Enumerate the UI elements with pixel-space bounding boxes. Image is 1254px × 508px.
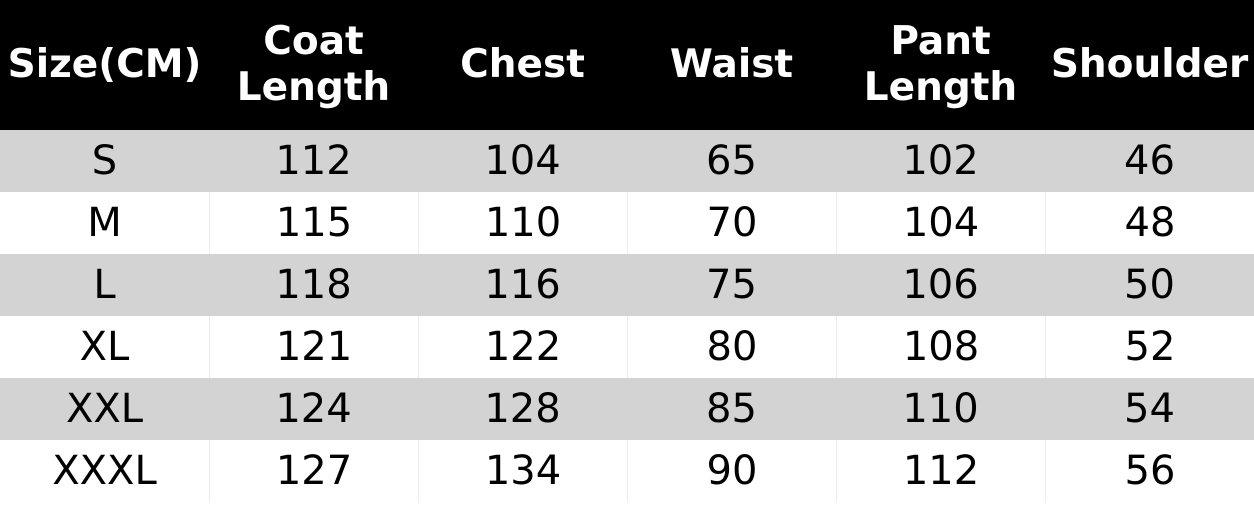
value-cell: 110 xyxy=(902,386,979,432)
header-cell: Pant Length xyxy=(863,19,1018,110)
value-cell: 134 xyxy=(418,440,627,502)
header-cell: Shoulder xyxy=(1050,42,1249,87)
value-cell: 118 xyxy=(275,262,352,308)
header-cell: Waist xyxy=(669,42,794,87)
table-row: L 118 116 75 106 50 xyxy=(0,254,1254,316)
value-cell: 121 xyxy=(209,316,418,378)
table-row: XL 121 122 80 108 52 xyxy=(0,316,1254,378)
value-cell: 110 xyxy=(418,192,627,254)
table-row: S 112 104 65 102 46 xyxy=(0,130,1254,192)
value-cell: 106 xyxy=(902,262,979,308)
value-cell: 65 xyxy=(706,138,757,184)
value-cell: 90 xyxy=(627,440,836,502)
value-cell: 127 xyxy=(209,440,418,502)
value-cell: 112 xyxy=(836,440,1045,502)
value-cell: 56 xyxy=(1045,440,1254,502)
value-cell: 104 xyxy=(484,138,561,184)
header-cell: Coat Length xyxy=(236,19,391,110)
value-cell: 46 xyxy=(1124,138,1175,184)
table-row: XXL 124 128 85 110 54 xyxy=(0,378,1254,440)
size-cell: S xyxy=(91,138,118,184)
value-cell: 115 xyxy=(209,192,418,254)
size-cell: M xyxy=(87,200,122,246)
value-cell: 102 xyxy=(902,138,979,184)
table-header: Size(CM) Coat Length Chest Waist Pant Length… xyxy=(0,0,1254,130)
value-cell: 104 xyxy=(836,192,1045,254)
value-cell: 48 xyxy=(1045,192,1254,254)
value-cell: 50 xyxy=(1124,262,1175,308)
value-cell: 108 xyxy=(836,316,1045,378)
value-cell: 52 xyxy=(1045,316,1254,378)
value-cell: 124 xyxy=(275,386,352,432)
table-body: S 112 104 65 102 46 M 115 110 70 104 48 L 118 116 75 106… xyxy=(0,130,1254,502)
value-cell: 70 xyxy=(627,192,836,254)
size-cell: XL xyxy=(79,324,130,370)
size-cell: L xyxy=(93,262,116,308)
value-cell: 80 xyxy=(627,316,836,378)
value-cell: 85 xyxy=(706,386,757,432)
header-cell: Size(CM) xyxy=(7,42,202,87)
table-row: XXXL 127 134 90 112 56 xyxy=(0,440,1254,502)
value-cell: 128 xyxy=(484,386,561,432)
value-cell: 112 xyxy=(275,138,352,184)
header-cell: Chest xyxy=(460,42,585,87)
value-cell: 54 xyxy=(1124,386,1175,432)
value-cell: 75 xyxy=(706,262,757,308)
table-row: M 115 110 70 104 48 xyxy=(0,192,1254,254)
value-cell: 116 xyxy=(484,262,561,308)
size-cell: XXXL xyxy=(52,448,157,494)
size-cell: XXL xyxy=(65,386,144,432)
value-cell: 122 xyxy=(418,316,627,378)
